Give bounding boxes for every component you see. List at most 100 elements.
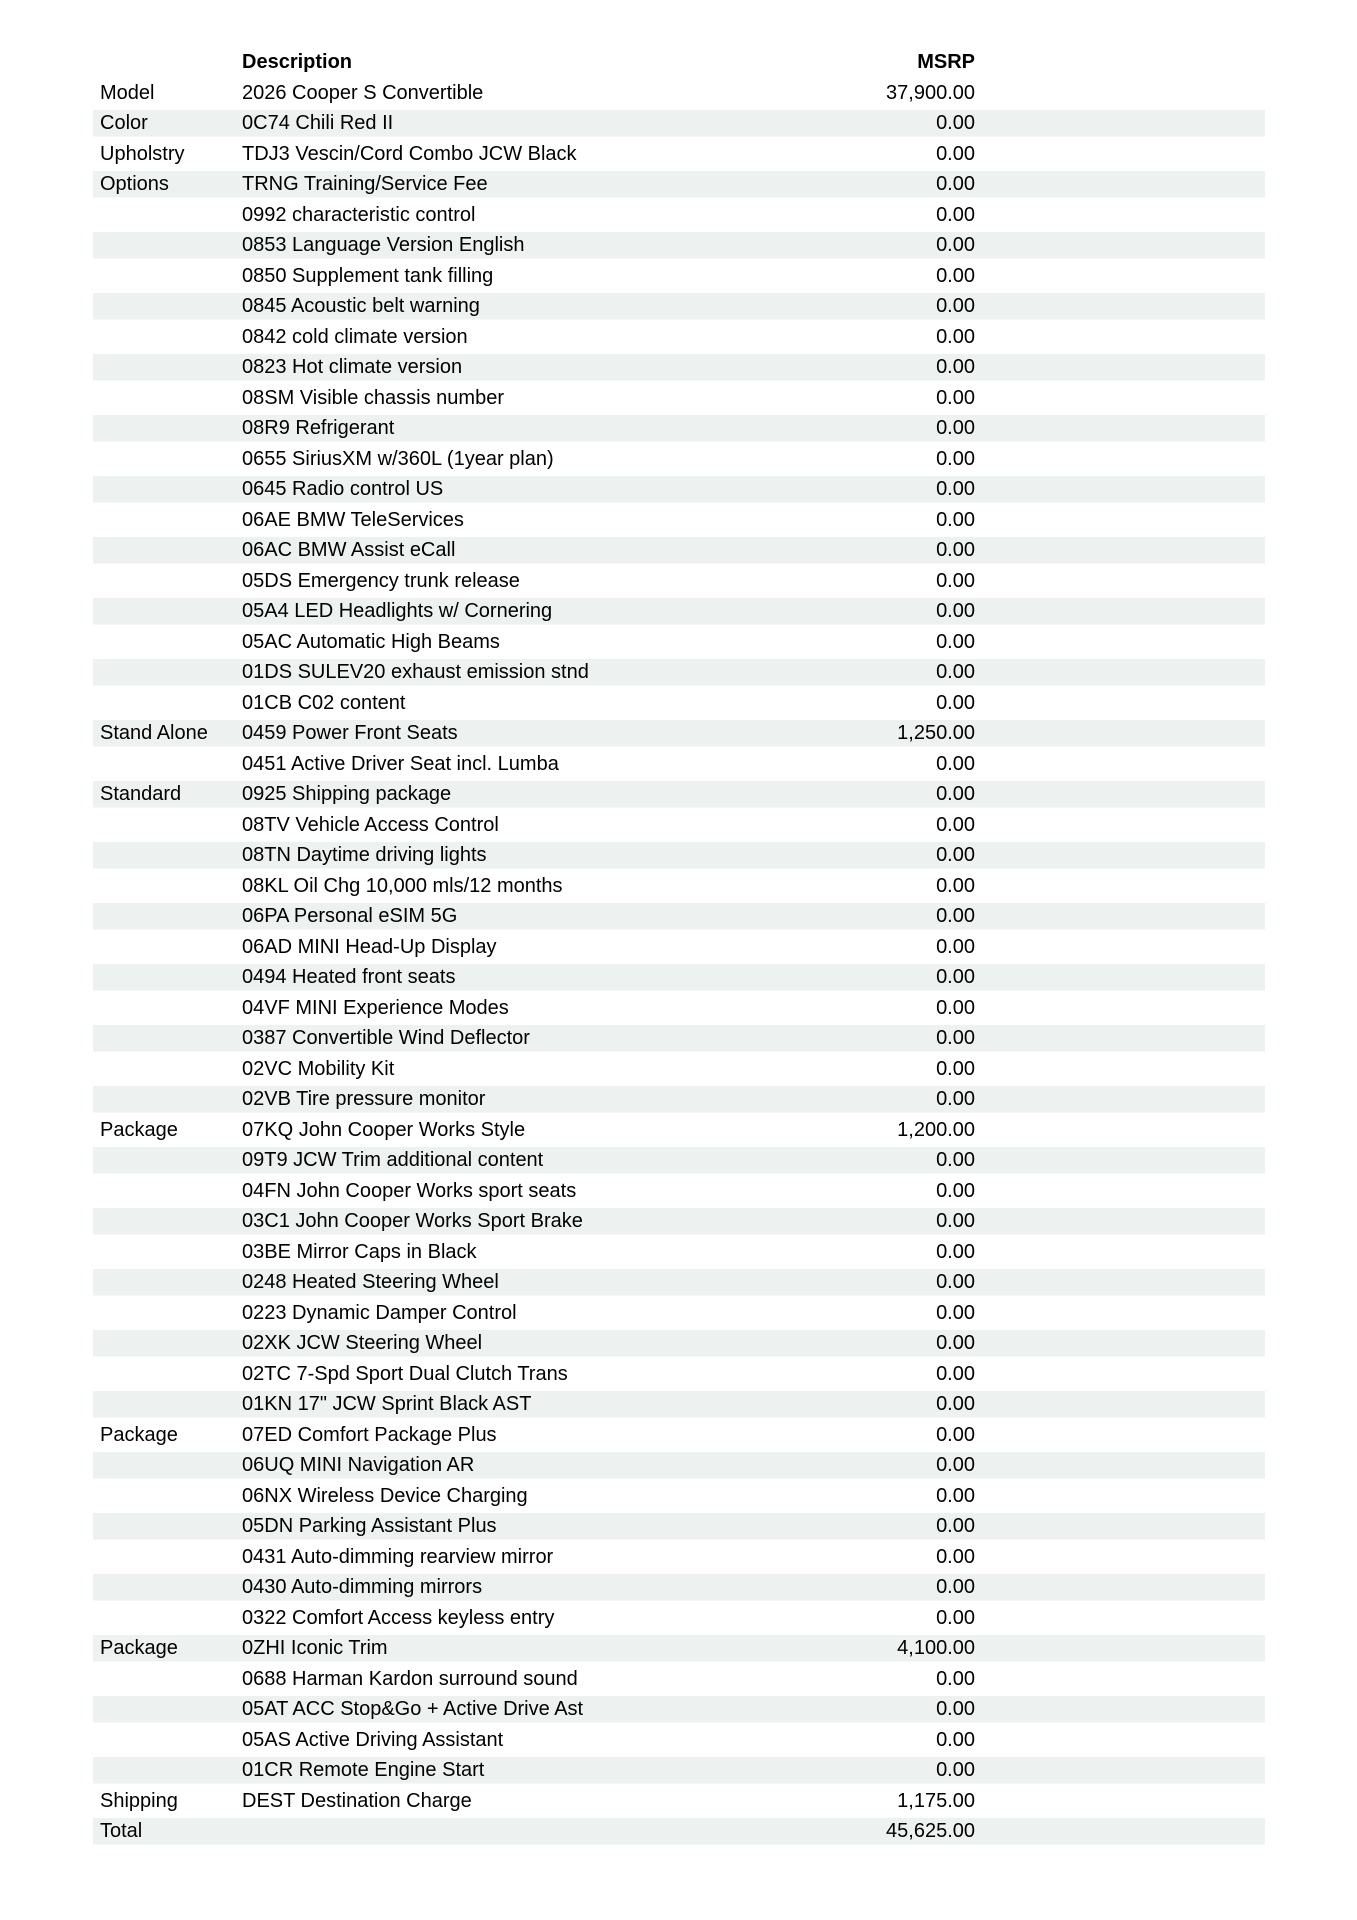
row-filler-cell xyxy=(975,1359,1265,1390)
table-row: 0688 Harman Kardon surround sound 0.00 xyxy=(93,1664,1265,1695)
msrp-cell: 0.00 xyxy=(936,661,975,683)
row-filler-cell xyxy=(975,1603,1265,1634)
table-row: Standard 0925 Shipping package 0.00 xyxy=(93,779,1265,810)
table-row: 05AT ACC Stop&Go + Active Drive Ast 0.00 xyxy=(93,1694,1265,1725)
category-cell: Shipping xyxy=(100,1789,178,1812)
description-cell: 01CB C02 content xyxy=(242,691,406,714)
table-row: 0451 Active Driver Seat incl. Lumba 0.00 xyxy=(93,749,1265,780)
category-cell: Color xyxy=(100,112,148,134)
msrp-column-header: MSRP xyxy=(917,51,975,73)
table-row: 0387 Convertible Wind Deflector 0.00 xyxy=(93,1023,1265,1054)
msrp-cell: 0.00 xyxy=(936,1271,975,1293)
msrp-cell: 0.00 xyxy=(936,1576,975,1598)
category-cell xyxy=(93,1511,242,1542)
row-filler-cell xyxy=(975,932,1265,963)
description-cell: 0430 Auto-dimming mirrors xyxy=(242,1576,483,1598)
description-cell: 0431 Auto-dimming rearview mirror xyxy=(242,1545,554,1568)
category-cell xyxy=(93,566,242,597)
description-cell: 06PA Personal eSIM 5G xyxy=(242,905,458,927)
msrp-cell: 0.00 xyxy=(936,1667,975,1690)
category-cell xyxy=(93,261,242,292)
row-filler-cell xyxy=(975,871,1265,902)
category-cell: Model xyxy=(100,81,155,104)
table-row: Upholstry TDJ3 Vescin/Cord Combo JCW Bla… xyxy=(93,139,1265,170)
row-filler-cell xyxy=(975,1511,1265,1542)
msrp-cell: 0.00 xyxy=(936,752,975,775)
msrp-cell: 0.00 xyxy=(936,1088,975,1110)
msrp-cell: 0.00 xyxy=(936,417,975,439)
msrp-cell: 0.00 xyxy=(936,1057,975,1080)
category-cell xyxy=(93,1664,242,1695)
msrp-cell: 0.00 xyxy=(936,325,975,348)
row-filler-cell xyxy=(975,1023,1265,1054)
msrp-cell: 0.00 xyxy=(936,1179,975,1202)
table-row: 08R9 Refrigerant 0.00 xyxy=(93,413,1265,444)
description-cell: 02XK JCW Steering Wheel xyxy=(242,1332,483,1354)
table-row: 09T9 JCW Trim additional content 0.00 xyxy=(93,1145,1265,1176)
row-filler-cell xyxy=(975,108,1265,139)
msrp-cell: 0.00 xyxy=(936,874,975,897)
category-cell xyxy=(93,810,242,841)
category-cell xyxy=(93,1389,242,1420)
category-cell: Upholstry xyxy=(100,142,185,165)
msrp-cell: 0.00 xyxy=(936,1759,975,1781)
row-filler-cell xyxy=(975,200,1265,231)
table-row: 01CR Remote Engine Start 0.00 xyxy=(93,1755,1265,1786)
table-row: Options TRNG Training/Service Fee 0.00 xyxy=(93,169,1265,200)
msrp-cell: 4,100.00 xyxy=(897,1637,975,1659)
category-cell xyxy=(93,1542,242,1573)
table-row: 06NX Wireless Device Charging 0.00 xyxy=(93,1481,1265,1512)
category-cell xyxy=(93,871,242,902)
row-filler-cell xyxy=(975,139,1265,170)
description-cell: 08TV Vehicle Access Control xyxy=(242,813,499,836)
table-row: 0223 Dynamic Damper Control 0.00 xyxy=(93,1298,1265,1329)
table-row: 08TN Daytime driving lights 0.00 xyxy=(93,840,1265,871)
category-cell xyxy=(93,1328,242,1359)
description-cell: 09T9 JCW Trim additional content xyxy=(242,1149,544,1171)
row-filler-cell xyxy=(975,169,1265,200)
description-cell: 08TN Daytime driving lights xyxy=(242,844,487,866)
row-filler-cell xyxy=(975,596,1265,627)
table-row: Package 07KQ John Cooper Works Style 1,2… xyxy=(93,1115,1265,1146)
table-row: 0850 Supplement tank filling 0.00 xyxy=(93,261,1265,292)
description-cell: 02TC 7-Spd Sport Dual Clutch Trans xyxy=(242,1362,568,1385)
msrp-cell: 0.00 xyxy=(936,1484,975,1507)
description-cell: 0992 characteristic control xyxy=(242,203,476,226)
category-cell xyxy=(93,1755,242,1786)
description-cell: 08SM Visible chassis number xyxy=(242,386,504,409)
description-cell: 0459 Power Front Seats xyxy=(242,722,458,744)
table-row: 08KL Oil Chg 10,000 mls/12 months 0.00 xyxy=(93,871,1265,902)
row-filler-cell xyxy=(975,1267,1265,1298)
description-cell: 07KQ John Cooper Works Style xyxy=(242,1118,526,1141)
table-row: 05DN Parking Assistant Plus 0.00 xyxy=(93,1511,1265,1542)
msrp-cell: 0.00 xyxy=(936,234,975,256)
row-filler-cell xyxy=(975,1389,1265,1420)
msrp-cell: 0.00 xyxy=(936,386,975,409)
table-row: 02VB Tire pressure monitor 0.00 xyxy=(93,1084,1265,1115)
description-cell: 03C1 John Cooper Works Sport Brake xyxy=(242,1210,583,1232)
category-cell xyxy=(93,901,242,932)
category-cell xyxy=(93,1023,242,1054)
table-row: 05A4 LED Headlights w/ Cornering 0.00 xyxy=(93,596,1265,627)
msrp-cell: 0.00 xyxy=(936,935,975,958)
category-cell xyxy=(93,1694,242,1725)
msrp-cell: 0.00 xyxy=(936,295,975,317)
description-cell: 2026 Cooper S Convertible xyxy=(242,81,484,104)
category-cell xyxy=(93,322,242,353)
category-cell xyxy=(93,230,242,261)
row-filler-cell xyxy=(975,1145,1265,1176)
description-cell xyxy=(242,1816,700,1847)
msrp-cell: 37,900.00 xyxy=(886,81,975,104)
row-filler-cell xyxy=(975,1328,1265,1359)
table-row: 08SM Visible chassis number 0.00 xyxy=(93,383,1265,414)
msrp-cell: 0.00 xyxy=(936,1210,975,1232)
table-row: Package 07ED Comfort Package Plus 0.00 xyxy=(93,1420,1265,1451)
table-row: Color 0C74 Chili Red II 0.00 xyxy=(93,108,1265,139)
table-row: 04VF MINI Experience Modes 0.00 xyxy=(93,993,1265,1024)
category-cell xyxy=(93,657,242,688)
description-cell: 0655 SiriusXM w/360L (1year plan) xyxy=(242,447,554,470)
msrp-cell: 0.00 xyxy=(936,1362,975,1385)
row-filler-cell xyxy=(975,1633,1265,1664)
row-filler-cell xyxy=(975,1054,1265,1085)
table-row: 0322 Comfort Access keyless entry 0.00 xyxy=(93,1603,1265,1634)
